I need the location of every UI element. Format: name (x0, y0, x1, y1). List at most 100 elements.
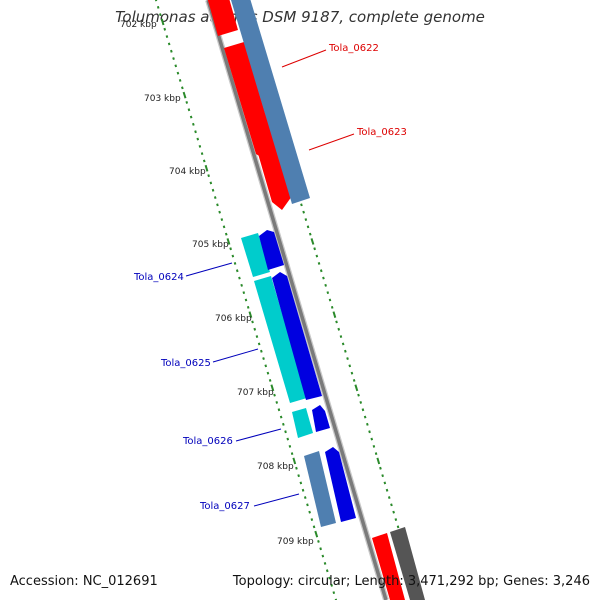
scale-tick (319, 269, 323, 273)
gene-feature-blue-0627 (325, 447, 356, 522)
scale-tick (172, 57, 175, 60)
scale-tick (390, 503, 393, 507)
scale-tick (284, 430, 287, 434)
scale-tick (218, 210, 221, 214)
scale-tick (368, 430, 371, 434)
scale-tick (163, 27, 167, 31)
gene-feature-steel-0627 (304, 451, 336, 527)
scale-tick (231, 254, 235, 258)
scale-tick (300, 203, 303, 207)
scale-tick (235, 269, 239, 273)
gene-feature-red-top (207, 0, 238, 36)
scale-tick (182, 91, 187, 99)
scale-tick (275, 401, 279, 404)
gene-feature-blue-0624 (259, 230, 284, 270)
gene-feature-blue-0625 (272, 272, 322, 400)
scale-tick (379, 466, 382, 470)
gene-feature-steel-top (230, 0, 310, 204)
scale-tick (396, 525, 400, 529)
scale-tick (233, 262, 237, 265)
scale-tick (240, 283, 243, 287)
scale-tick (167, 42, 171, 46)
scale-tick (350, 371, 354, 375)
scale-tick (308, 510, 311, 514)
scale-tick (176, 71, 180, 75)
scale-tick (313, 247, 316, 251)
scale-tick (238, 276, 241, 280)
scale-tick (194, 130, 197, 134)
scale-tick (181, 86, 184, 90)
scale-tick (372, 444, 376, 448)
scale-tick (312, 525, 316, 529)
scale-tick (328, 576, 331, 580)
scale-tick (304, 218, 308, 221)
scale-tick (392, 510, 395, 514)
scale-tick (306, 503, 309, 507)
scale-tick (189, 115, 193, 119)
scale-tick (165, 35, 169, 38)
scale-tick (325, 569, 329, 573)
scale-tick (348, 364, 352, 368)
scale-tick (337, 327, 341, 331)
scale-tick (335, 320, 338, 324)
scale-tick (255, 335, 259, 338)
scale-tick (326, 291, 330, 295)
scale-tick (332, 591, 336, 595)
scale-tick (295, 466, 298, 470)
scale-label: 702 kbp (120, 20, 157, 30)
scale-tick (310, 238, 315, 245)
scale-label: 708 kbp (257, 462, 294, 472)
scale-tick (315, 254, 319, 258)
gene-feature-cyan-0625 (254, 276, 307, 403)
scale-tick (324, 283, 327, 287)
scale-tick (185, 101, 189, 104)
scale-tick (196, 137, 200, 141)
scale-tick (387, 496, 391, 499)
scale-tick (264, 364, 268, 368)
gene-feature-cyan-0624 (241, 233, 270, 277)
scale-tick (244, 298, 248, 302)
scale-tick (266, 371, 270, 375)
genome-summary-text: Topology: circular; Length: 3,471,292 bp… (232, 574, 590, 589)
gene-feature-gray-bottom (390, 527, 425, 600)
accession-text: Accession: NC_012691 (10, 574, 158, 589)
scale-tick (301, 488, 305, 492)
scale-label: 706 kbp (215, 314, 252, 324)
scale-tick (370, 437, 374, 441)
scale-tick (354, 384, 359, 392)
scale-tick (213, 196, 217, 199)
scale-tick (257, 342, 261, 346)
scale-tick (216, 203, 219, 207)
scale-tick (328, 298, 332, 302)
scale-tick (270, 384, 275, 392)
scale-tick (366, 422, 369, 426)
scale-tick (394, 518, 398, 521)
scale-tick (220, 218, 224, 221)
scale-tick (277, 408, 281, 412)
scale-tick (344, 349, 347, 353)
scale-tick (359, 401, 363, 404)
scale-tick (332, 311, 337, 318)
scale-tick (308, 232, 312, 236)
scale-tick (330, 305, 334, 309)
scale-tick (288, 444, 292, 448)
scale-label: 707 kbp (237, 388, 274, 398)
scale-tick (339, 335, 343, 338)
scale-label: 704 kbp (169, 167, 206, 177)
scale-tick (381, 474, 384, 478)
scale-tick (314, 530, 319, 538)
scale-tick (253, 327, 257, 331)
gene-features (207, 0, 425, 600)
scale-label: 709 kbp (277, 537, 314, 547)
gene-label-tola-0625: Tola_0625 (160, 358, 211, 369)
scale-tick (321, 554, 325, 558)
scale-tick (198, 144, 202, 148)
scale-tick (357, 393, 360, 397)
scale-tick (330, 583, 333, 587)
scale-tick (352, 379, 356, 382)
scale-tick (317, 262, 321, 265)
gene-feature-red-0623 (248, 113, 292, 210)
scale-tick (207, 174, 210, 178)
gene-feature-red-bottom (372, 533, 405, 600)
